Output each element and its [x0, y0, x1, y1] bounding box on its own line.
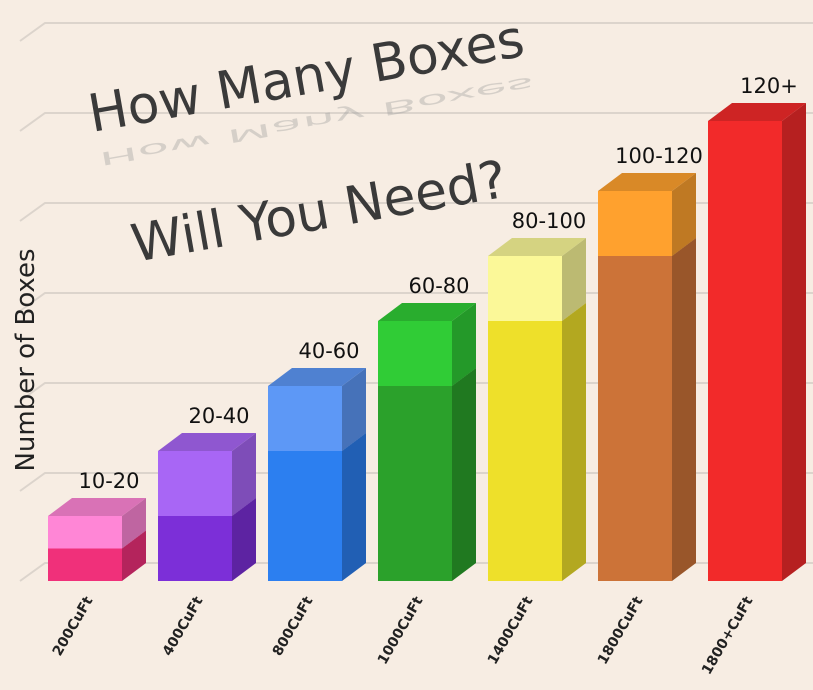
bar-front: [488, 256, 562, 321]
bar-side: [672, 173, 696, 256]
bar-front: [158, 451, 232, 516]
bar-front: [378, 386, 452, 581]
bar-high: [598, 173, 696, 256]
value-label: 100-120: [615, 144, 703, 168]
bar-front: [268, 451, 342, 581]
bar-top: [488, 238, 586, 256]
chart-title: Will You Need?: [127, 150, 511, 275]
bar-top: [708, 103, 806, 121]
bar-front: [708, 121, 782, 581]
bar-side: [452, 303, 476, 386]
x-tick-label: 1800CuFt: [595, 594, 647, 668]
bar-side: [342, 368, 366, 451]
bar-front: [598, 256, 672, 581]
grid: [19, 22, 813, 582]
bar-low: [488, 303, 586, 581]
bar-side: [452, 368, 476, 581]
bar-front: [48, 548, 122, 581]
bar-front: [158, 516, 232, 581]
bar-top: [378, 303, 476, 321]
value-label: 80-100: [512, 209, 586, 233]
grid-line: [19, 22, 813, 42]
bar-open: [708, 103, 806, 581]
bar-top: [598, 173, 696, 191]
bar-front: [48, 516, 122, 549]
bar-front: [488, 321, 562, 581]
grid-line: [19, 202, 813, 222]
x-tick-label: 1000CuFt: [375, 594, 427, 668]
x-tick-label: 200CuFt: [50, 594, 97, 659]
bar-high: [378, 303, 476, 386]
bar-side: [672, 238, 696, 581]
bar-side: [562, 238, 586, 321]
bar-side: [342, 433, 366, 581]
bar-high: [158, 433, 256, 516]
bar-side: [782, 103, 806, 581]
bar-low: [598, 238, 696, 581]
bar-side: [122, 498, 146, 549]
value-label: 40-60: [298, 339, 359, 363]
bar-top: [48, 498, 146, 516]
bar-high: [268, 368, 366, 451]
value-label: 120+: [740, 74, 798, 98]
bar-side: [562, 303, 586, 581]
x-tick-label: 1800+CuFt: [699, 594, 757, 678]
value-label: 60-80: [408, 274, 469, 298]
bar-side: [232, 498, 256, 581]
x-tick-label: 1400CuFt: [485, 594, 537, 668]
bars: [48, 103, 806, 581]
bar-high: [488, 238, 586, 321]
value-label: 20-40: [188, 404, 249, 428]
bar-low: [268, 433, 366, 581]
bar-front: [268, 386, 342, 451]
x-tick-label: 400CuFt: [160, 594, 207, 659]
bar-low: [378, 368, 476, 581]
bar-top: [268, 368, 366, 386]
bar-high: [48, 498, 146, 549]
bar-front: [598, 191, 672, 256]
bar-front: [378, 321, 452, 386]
bar-top: [158, 433, 256, 451]
x-tick-label: 800CuFt: [270, 594, 317, 659]
bar-side: [232, 433, 256, 516]
y-axis-label: Number of Boxes: [11, 248, 41, 471]
value-label: 10-20: [78, 469, 139, 493]
bar-side: [122, 530, 146, 581]
grid-line: [19, 112, 813, 132]
